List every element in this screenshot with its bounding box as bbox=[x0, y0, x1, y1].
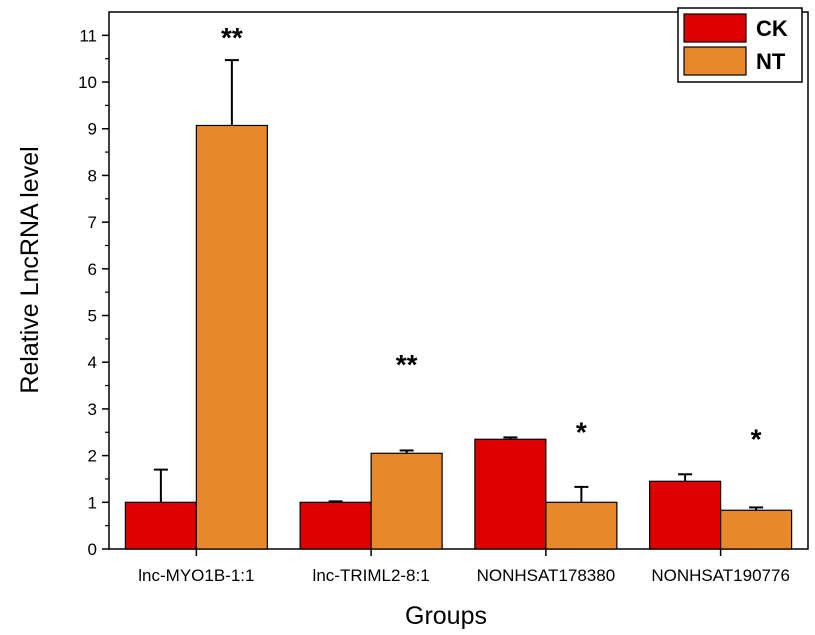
bar-ck bbox=[299, 501, 372, 550]
bar-nt bbox=[370, 452, 443, 550]
bars bbox=[124, 124, 793, 550]
plot-area bbox=[108, 11, 809, 550]
y-tick-label: 9 bbox=[88, 120, 97, 139]
legend-label-ck: CK bbox=[756, 16, 788, 41]
error-bars bbox=[153, 59, 764, 511]
bar-nt bbox=[720, 509, 793, 550]
y-tick-label: 3 bbox=[88, 400, 97, 419]
significance-annotations: ***** * bbox=[221, 22, 762, 455]
y-axis-title: Relative LncRNA level bbox=[16, 146, 44, 393]
y-tick-label: 6 bbox=[88, 260, 97, 279]
legend: CK NT bbox=[677, 7, 803, 83]
y-tick-label: 7 bbox=[88, 213, 97, 232]
y-tick-label: 0 bbox=[88, 540, 97, 559]
x-tick-label: NONHSAT190776 bbox=[651, 566, 790, 585]
bar-nt bbox=[195, 124, 268, 550]
x-axis: lnc-MYO1B-1:1 lnc-TRIML2-8:1 NONHSAT178380… bbox=[138, 549, 790, 585]
y-tick-label: 11 bbox=[79, 26, 97, 45]
significance-marker: ** bbox=[396, 349, 418, 380]
significance-marker: * bbox=[751, 424, 762, 455]
significance-marker: ** bbox=[221, 22, 243, 53]
bar-ck bbox=[649, 480, 722, 550]
x-tick-label: lnc-TRIML2-8:1 bbox=[313, 566, 430, 585]
bar-nt bbox=[545, 501, 618, 550]
y-tick-label: 1 bbox=[88, 493, 97, 512]
legend-swatch-ck bbox=[683, 13, 747, 43]
legend-swatch-nt bbox=[683, 46, 747, 76]
x-axis-title: Groups bbox=[405, 602, 487, 630]
significance-marker: * bbox=[576, 417, 587, 448]
y-tick-label: 5 bbox=[88, 307, 97, 326]
plot-frame bbox=[108, 11, 809, 550]
x-tick-label: NONHSAT178380 bbox=[477, 566, 616, 585]
bar-ck bbox=[124, 501, 197, 550]
bar-ck bbox=[474, 438, 547, 550]
y-tick-label: 10 bbox=[78, 73, 97, 92]
y-tick-label: 2 bbox=[88, 447, 97, 466]
legend-label-nt: NT bbox=[756, 49, 786, 74]
y-tick-label: 8 bbox=[88, 166, 97, 185]
x-tick-label: lnc-MYO1B-1:1 bbox=[138, 566, 254, 585]
y-axis: 0 1 2 3 4 5 6 7 8 9 10 11 bbox=[78, 26, 109, 559]
y-tick-label: 4 bbox=[88, 353, 97, 372]
